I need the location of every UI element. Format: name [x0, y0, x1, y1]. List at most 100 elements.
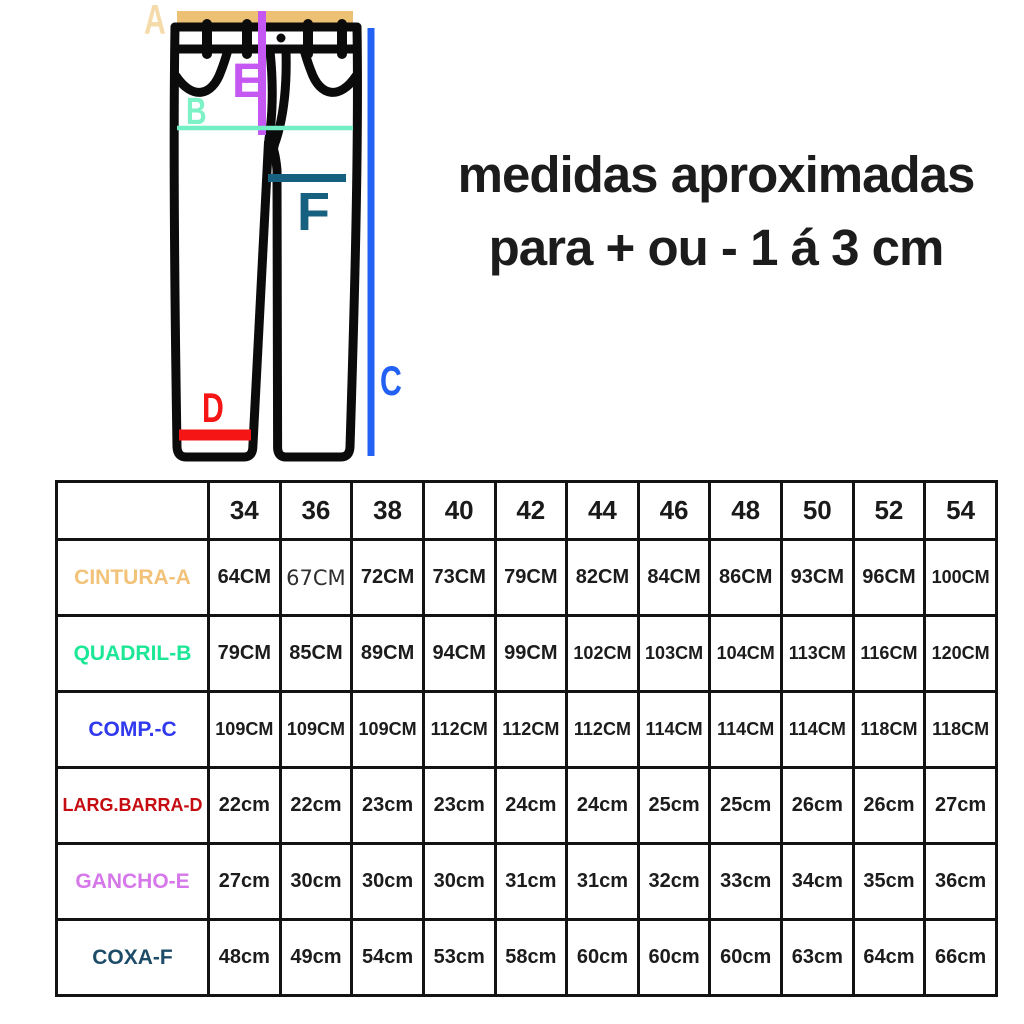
measure-cell: 22cm: [278, 766, 354, 845]
size-header-40: 40: [421, 480, 497, 541]
measure-cell: 35cm: [851, 842, 927, 921]
measure-cell: 86CM: [708, 538, 783, 617]
size-header-50: 50: [780, 480, 855, 541]
button-dot: [276, 33, 286, 43]
table-row: QUADRIL-B 79CM 85CM 89CM 94CM 99CM 102CM 103CM 1…: [55, 614, 998, 693]
letter-d-label: D: [202, 384, 224, 431]
measure-cell: 118CM: [851, 690, 927, 769]
measure-cell: 79CM: [207, 614, 282, 693]
fly-stitch-line: [268, 46, 291, 162]
measure-cell: 104CM: [708, 614, 783, 693]
measure-cell: 30cm: [421, 842, 497, 921]
measure-cell: 64CM: [207, 538, 282, 617]
measure-cell: 27cm: [207, 842, 282, 921]
measure-cell: 25cm: [636, 766, 712, 845]
measure-cell: 114CM: [636, 690, 712, 769]
row-label-quadril-b: QUADRIL-B: [55, 614, 210, 693]
size-header-36: 36: [278, 480, 354, 541]
measure-cell: 102CM: [565, 614, 640, 693]
measure-cell: 109CM: [278, 690, 354, 769]
measure-cell: 116CM: [851, 614, 927, 693]
measure-cell: 93CM: [780, 538, 855, 617]
measure-cell: 25cm: [708, 766, 783, 845]
measure-cell: 24cm: [565, 766, 640, 845]
measure-cell: 113CM: [780, 614, 855, 693]
letter-c-label: C: [380, 357, 402, 404]
measure-cell: 60cm: [565, 918, 640, 997]
letter-a-label: A: [144, 0, 166, 43]
row-label-larg-barra-d: LARG.BARRA-D: [55, 766, 210, 845]
measure-cell: 34cm: [780, 842, 855, 921]
row-label-comp-c: COMP.-C: [55, 690, 210, 769]
measure-cell: 94CM: [421, 614, 497, 693]
measure-cell: 26cm: [780, 766, 855, 845]
size-header-46: 46: [636, 480, 712, 541]
measure-cell: 73CM: [421, 538, 497, 617]
measure-cell: 30cm: [278, 842, 354, 921]
measure-cell: 22cm: [207, 766, 282, 845]
measure-cell: 109CM: [207, 690, 282, 769]
measure-cell: 36cm: [923, 842, 998, 921]
measure-cell: 112CM: [565, 690, 640, 769]
size-table: 34 36 38 40 42 44 46 48 50 52 54 CINTURA-A 64CM 67CM…: [55, 480, 998, 997]
row-label-coxa-f: COXA-F: [55, 918, 210, 997]
letter-e-label: E: [232, 55, 264, 108]
table-row: GANCHO-E 27cm 30cm 30cm 30cm 31cm 31cm 32cm 33cm…: [55, 842, 998, 921]
size-header-38: 38: [350, 480, 425, 541]
letter-f-label: F: [297, 182, 330, 242]
measure-cell: 23cm: [350, 766, 425, 845]
measure-cell: 23cm: [421, 766, 497, 845]
size-header-42: 42: [493, 480, 569, 541]
measure-cell: 31cm: [493, 842, 569, 921]
measure-cell: 118CM: [923, 690, 998, 769]
corner-cell: [55, 480, 210, 541]
measure-cell: 60cm: [636, 918, 712, 997]
measure-cell: 82CM: [565, 538, 640, 617]
measure-cell: 66cm: [923, 918, 998, 997]
measure-cell: 63cm: [780, 918, 855, 997]
fly-line: [264, 46, 277, 144]
letter-b-label: B: [186, 91, 207, 133]
page-title: medidas aproximadas para + ou - 1 á 3 cm: [412, 138, 1020, 284]
measure-cell: 26cm: [851, 766, 927, 845]
size-header-34: 34: [207, 480, 282, 541]
table-row: LARG.BARRA-D 22cm 22cm 23cm 23cm 24cm 24cm 25cm…: [55, 766, 998, 845]
pants-icon: A E B F C D: [144, 0, 402, 462]
measure-cell: 112CM: [493, 690, 569, 769]
measure-cell: 79CM: [493, 538, 569, 617]
size-header-48: 48: [708, 480, 783, 541]
measure-cell: 24cm: [493, 766, 569, 845]
table-row: COXA-F 48cm 49cm 54cm 53cm 58cm 60cm 60cm 60cm 63…: [55, 918, 998, 997]
measure-cell: 58cm: [493, 918, 569, 997]
measure-cell: 84CM: [636, 538, 712, 617]
left-pocket-curve: [171, 45, 233, 97]
measure-cell: 96CM: [851, 538, 927, 617]
measure-cell: 32cm: [636, 842, 712, 921]
measure-cell: 54cm: [350, 918, 425, 997]
measure-cell: 99CM: [493, 614, 569, 693]
measure-cell: 114CM: [780, 690, 855, 769]
measure-cell: 109CM: [350, 690, 425, 769]
measure-cell: 64cm: [851, 918, 927, 997]
measure-cell: 30cm: [350, 842, 425, 921]
measure-cell: 89CM: [350, 614, 425, 693]
size-header-54: 54: [923, 480, 998, 541]
measure-cell: 31cm: [565, 842, 640, 921]
size-header-44: 44: [565, 480, 640, 541]
size-header-row: 34 36 38 40 42 44 46 48 50 52 54: [55, 480, 998, 541]
title-line-1: medidas aproximadas: [457, 146, 976, 203]
measure-cell: 67CM: [278, 538, 354, 617]
title-line-2: para + ou - 1 á 3 cm: [488, 219, 945, 276]
table-row: COMP.-C 109CM 109CM 109CM 112CM 112CM 112CM 114…: [55, 690, 998, 769]
measure-cell: 60cm: [708, 918, 783, 997]
size-header-52: 52: [851, 480, 927, 541]
measure-cell: 53cm: [421, 918, 497, 997]
measure-cell: 85CM: [278, 614, 354, 693]
measure-cell: 103CM: [636, 614, 712, 693]
measure-cell: 100CM: [923, 538, 998, 617]
measure-cell: 48cm: [207, 918, 282, 997]
measure-cell: 120CM: [923, 614, 998, 693]
row-label-gancho-e: GANCHO-E: [55, 842, 210, 921]
measure-cell: 49cm: [278, 918, 354, 997]
measure-cell: 27cm: [923, 766, 998, 845]
